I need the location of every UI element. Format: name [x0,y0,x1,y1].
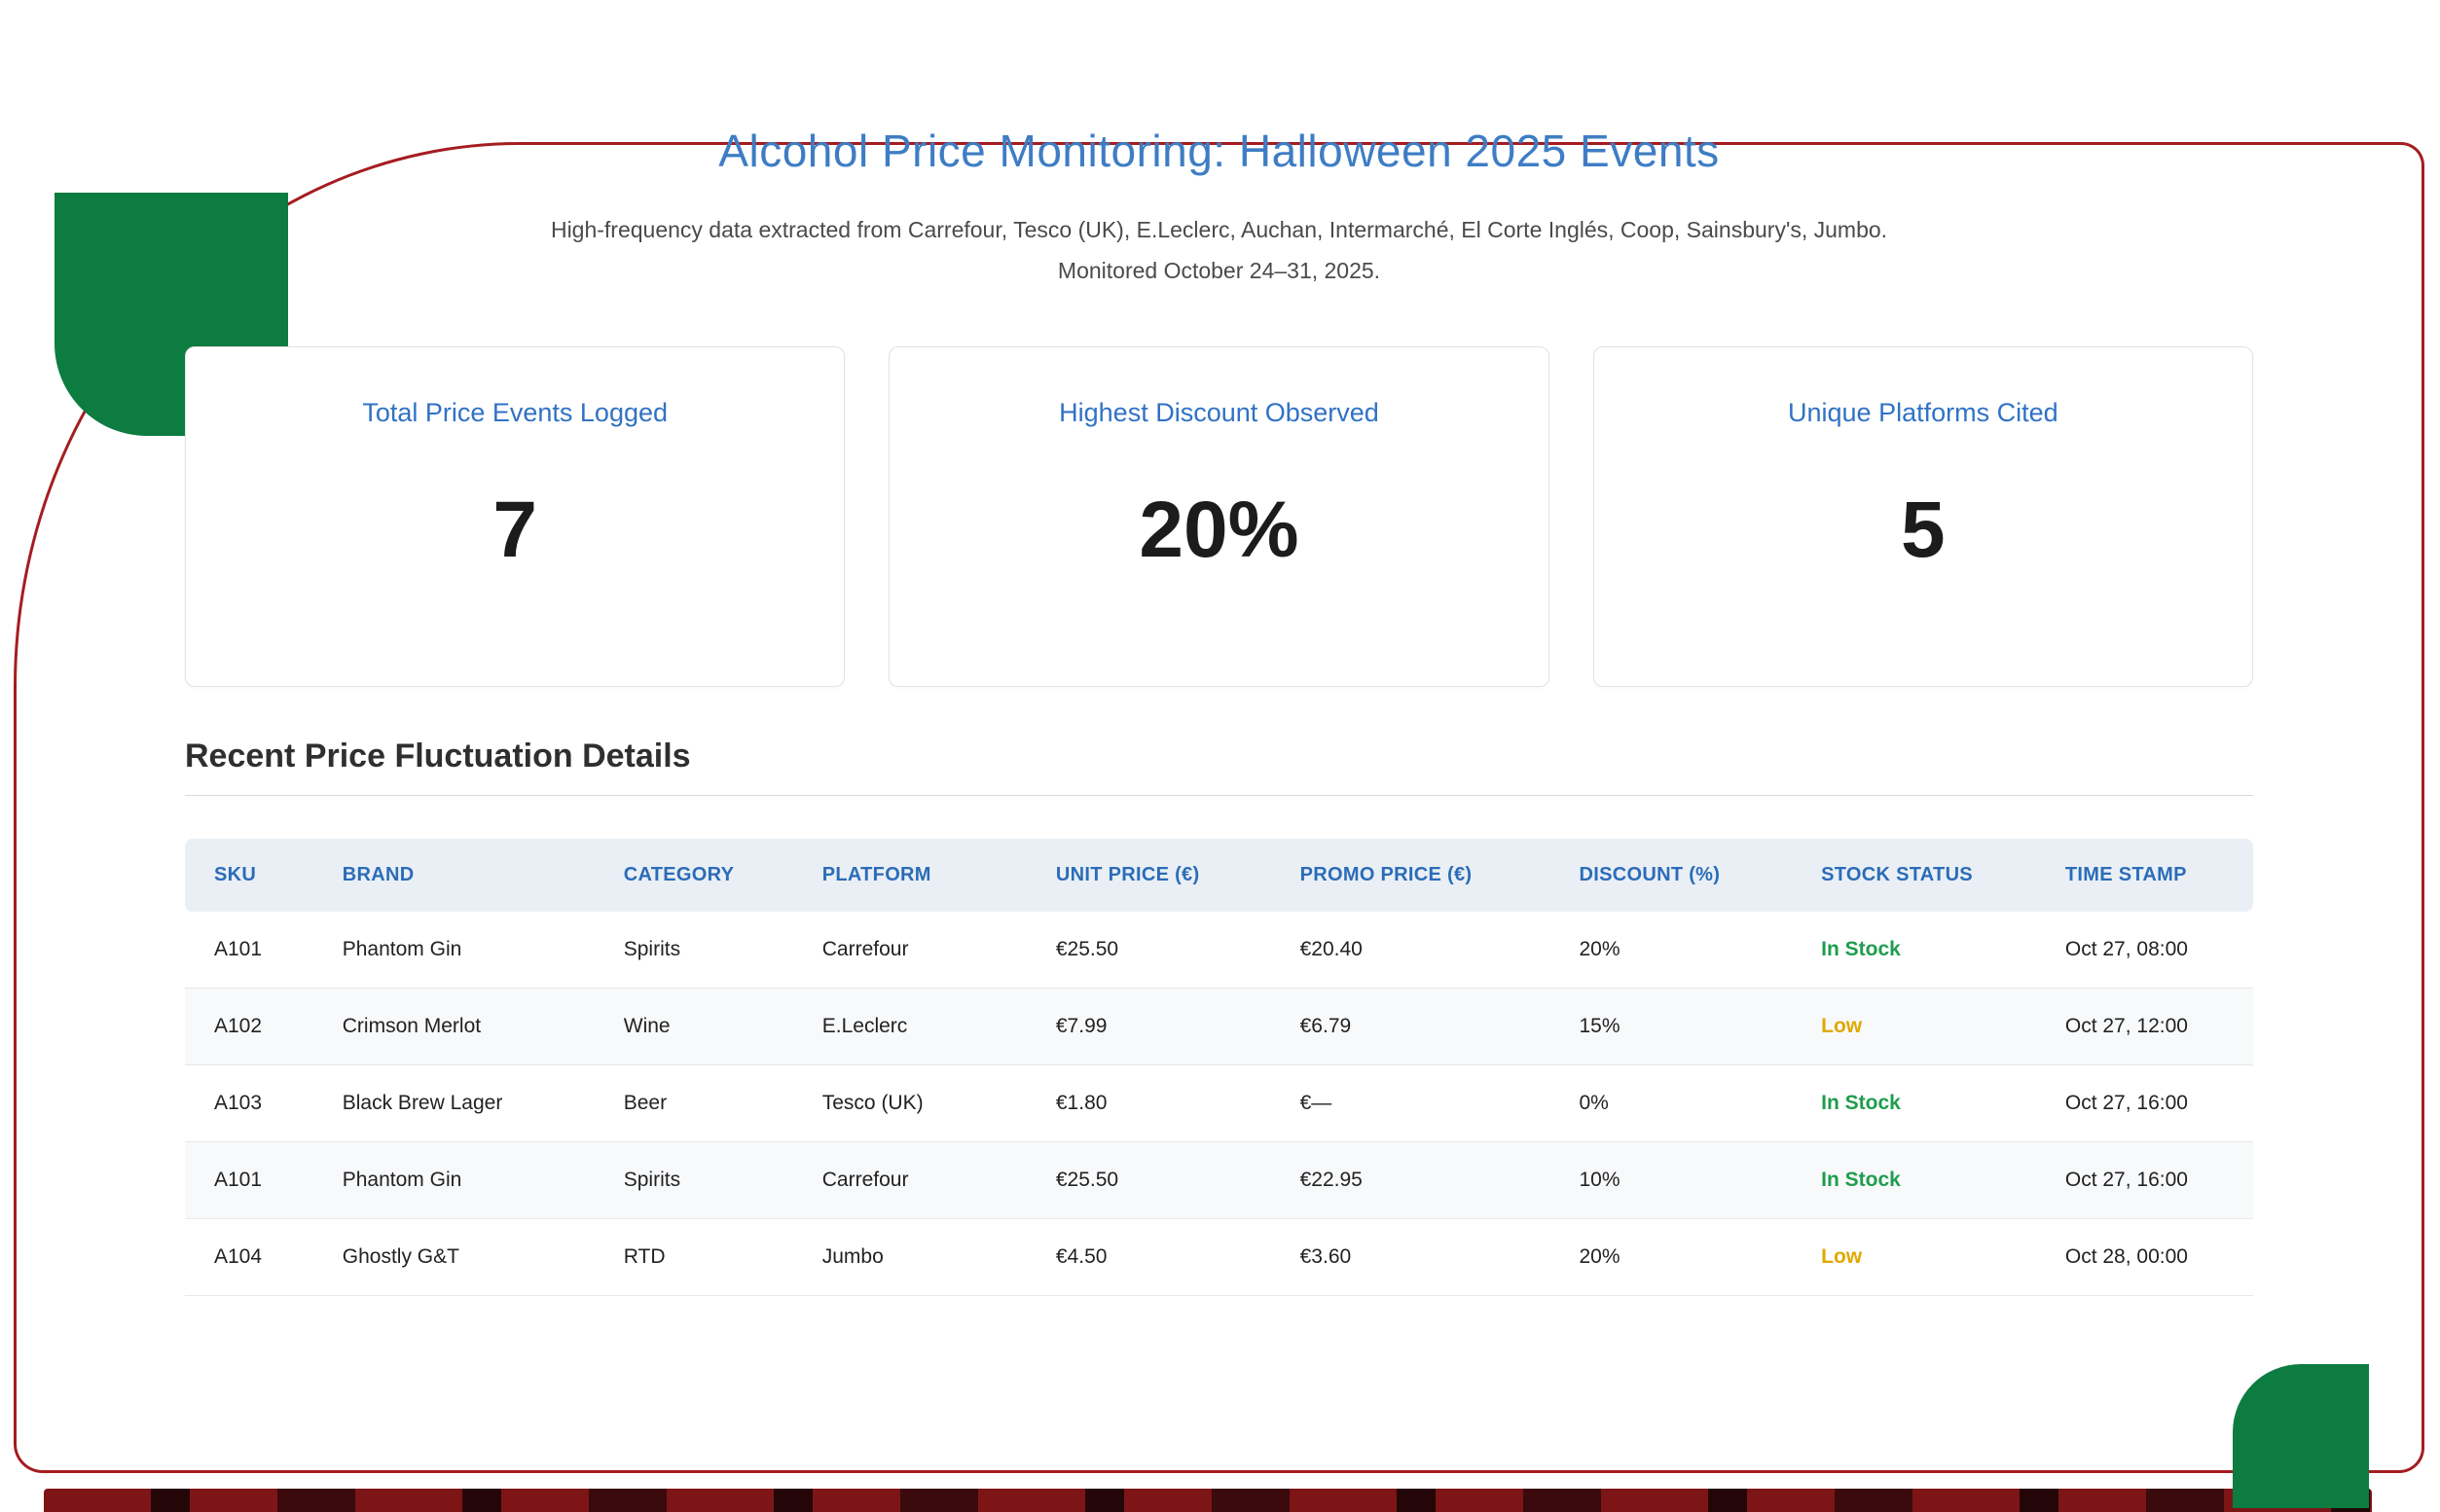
cell-promo-price: €6.79 [1270,988,1550,1065]
cell-timestamp: Oct 27, 16:00 [2035,1141,2253,1219]
cell-unit-price: €25.50 [1026,912,1271,989]
cell-promo-price: €3.60 [1270,1219,1550,1296]
cell-category: Wine [594,988,793,1065]
stock-status-badge: In Stock [1792,1141,2036,1219]
cell-category: Beer [594,1065,793,1142]
cell-brand: Crimson Merlot [312,988,595,1065]
stat-card-highest-discount: Highest Discount Observed 20% [889,345,1549,687]
cell-discount: 20% [1549,912,1793,989]
column-header: PLATFORM [792,838,1027,912]
cell-sku: A101 [185,1141,313,1219]
stat-card-unique-platforms: Unique Platforms Cited 5 [1592,345,2253,687]
price-fluctuation-table: SKU BRAND CATEGORY PLATFORM UNIT PRICE (€) PR… [185,838,2253,1296]
column-header: CATEGORY [594,838,793,912]
decor-bottom-strip [44,1489,2372,1512]
table-row: A101 Phantom Gin Spirits Carrefour €25.50 €20… [185,912,2253,989]
column-header: DISCOUNT (%) [1549,838,1793,912]
cell-discount: 20% [1549,1219,1793,1296]
column-header: TIME STAMP [2035,838,2253,912]
stat-value: 5 [1901,485,1946,574]
table-header-row: SKU BRAND CATEGORY PLATFORM UNIT PRICE (€) PR… [185,838,2253,912]
cell-platform: Jumbo [792,1219,1027,1296]
report-content: Alcohol Price Monitoring: Halloween 2025… [0,125,2440,1296]
stat-label: Total Price Events Logged [362,397,669,427]
column-header: SKU [185,838,313,912]
column-header: STOCK STATUS [1792,838,2036,912]
table-row: A102 Crimson Merlot Wine E.Leclerc €7.99 €6.7… [185,988,2253,1065]
column-header: PROMO PRICE (€) [1270,838,1550,912]
cell-category: Spirits [594,912,793,989]
stat-card-total-events: Total Price Events Logged 7 [185,345,846,687]
cell-unit-price: €4.50 [1026,1219,1271,1296]
cell-unit-price: €1.80 [1026,1065,1271,1142]
table-header: SKU BRAND CATEGORY PLATFORM UNIT PRICE (€) PR… [185,838,2253,912]
table-row: A104 Ghostly G&T RTD Jumbo €4.50 €3.60 20% Low O… [185,1219,2253,1296]
cell-sku: A102 [185,988,313,1065]
cell-platform: Tesco (UK) [792,1065,1027,1142]
stock-status-badge: Low [1792,988,2036,1065]
page-title: Alcohol Price Monitoring: Halloween 2025… [718,126,1720,176]
table-body: A101 Phantom Gin Spirits Carrefour €25.50 €20… [185,912,2253,1296]
table-row: A103 Black Brew Lager Beer Tesco (UK) €1.80 €… [185,1065,2253,1142]
cell-sku: A103 [185,1065,313,1142]
cell-category: Spirits [594,1141,793,1219]
stat-cards-row: Total Price Events Logged 7 Highest Disc… [185,345,2253,687]
cell-unit-price: €25.50 [1026,1141,1271,1219]
cell-unit-price: €7.99 [1026,988,1271,1065]
cell-brand: Phantom Gin [312,912,595,989]
cell-discount: 15% [1549,988,1793,1065]
cell-promo-price: €20.40 [1270,912,1550,989]
cell-brand: Black Brew Lager [312,1065,595,1142]
column-header: BRAND [312,838,595,912]
cell-category: RTD [594,1219,793,1296]
cell-platform: E.Leclerc [792,988,1027,1065]
cell-brand: Ghostly G&T [312,1219,595,1296]
stat-label: Highest Discount Observed [1059,397,1379,427]
cell-timestamp: Oct 27, 12:00 [2035,988,2253,1065]
subtitle-sources: High-frequency data extracted from Carre… [550,217,1888,242]
cell-promo-price: €— [1270,1065,1550,1142]
cell-platform: Carrefour [792,912,1027,989]
cell-sku: A101 [185,912,313,989]
stat-value: 7 [492,485,537,574]
section-title: Recent Price Fluctuation Details [185,737,691,774]
cell-promo-price: €22.95 [1270,1141,1550,1219]
cell-timestamp: Oct 27, 16:00 [2035,1065,2253,1142]
stock-status-badge: Low [1792,1219,2036,1296]
stat-value: 20% [1139,485,1299,574]
subtitle-period: Monitored October 24–31, 2025. [1057,257,1381,283]
stock-status-badge: In Stock [1792,912,2036,989]
section-divider [185,794,2253,796]
stat-label: Unique Platforms Cited [1788,397,2058,427]
stock-status-badge: In Stock [1792,1065,2036,1142]
cell-timestamp: Oct 28, 00:00 [2035,1219,2253,1296]
table-row: A101 Phantom Gin Spirits Carrefour €25.50 €22… [185,1141,2253,1219]
cell-discount: 10% [1549,1141,1793,1219]
decor-green-bottom-right [2233,1364,2369,1508]
cell-brand: Phantom Gin [312,1141,595,1219]
cell-discount: 0% [1549,1065,1793,1142]
column-header: UNIT PRICE (€) [1026,838,1271,912]
cell-sku: A104 [185,1219,313,1296]
cell-platform: Carrefour [792,1141,1027,1219]
cell-timestamp: Oct 27, 08:00 [2035,912,2253,989]
